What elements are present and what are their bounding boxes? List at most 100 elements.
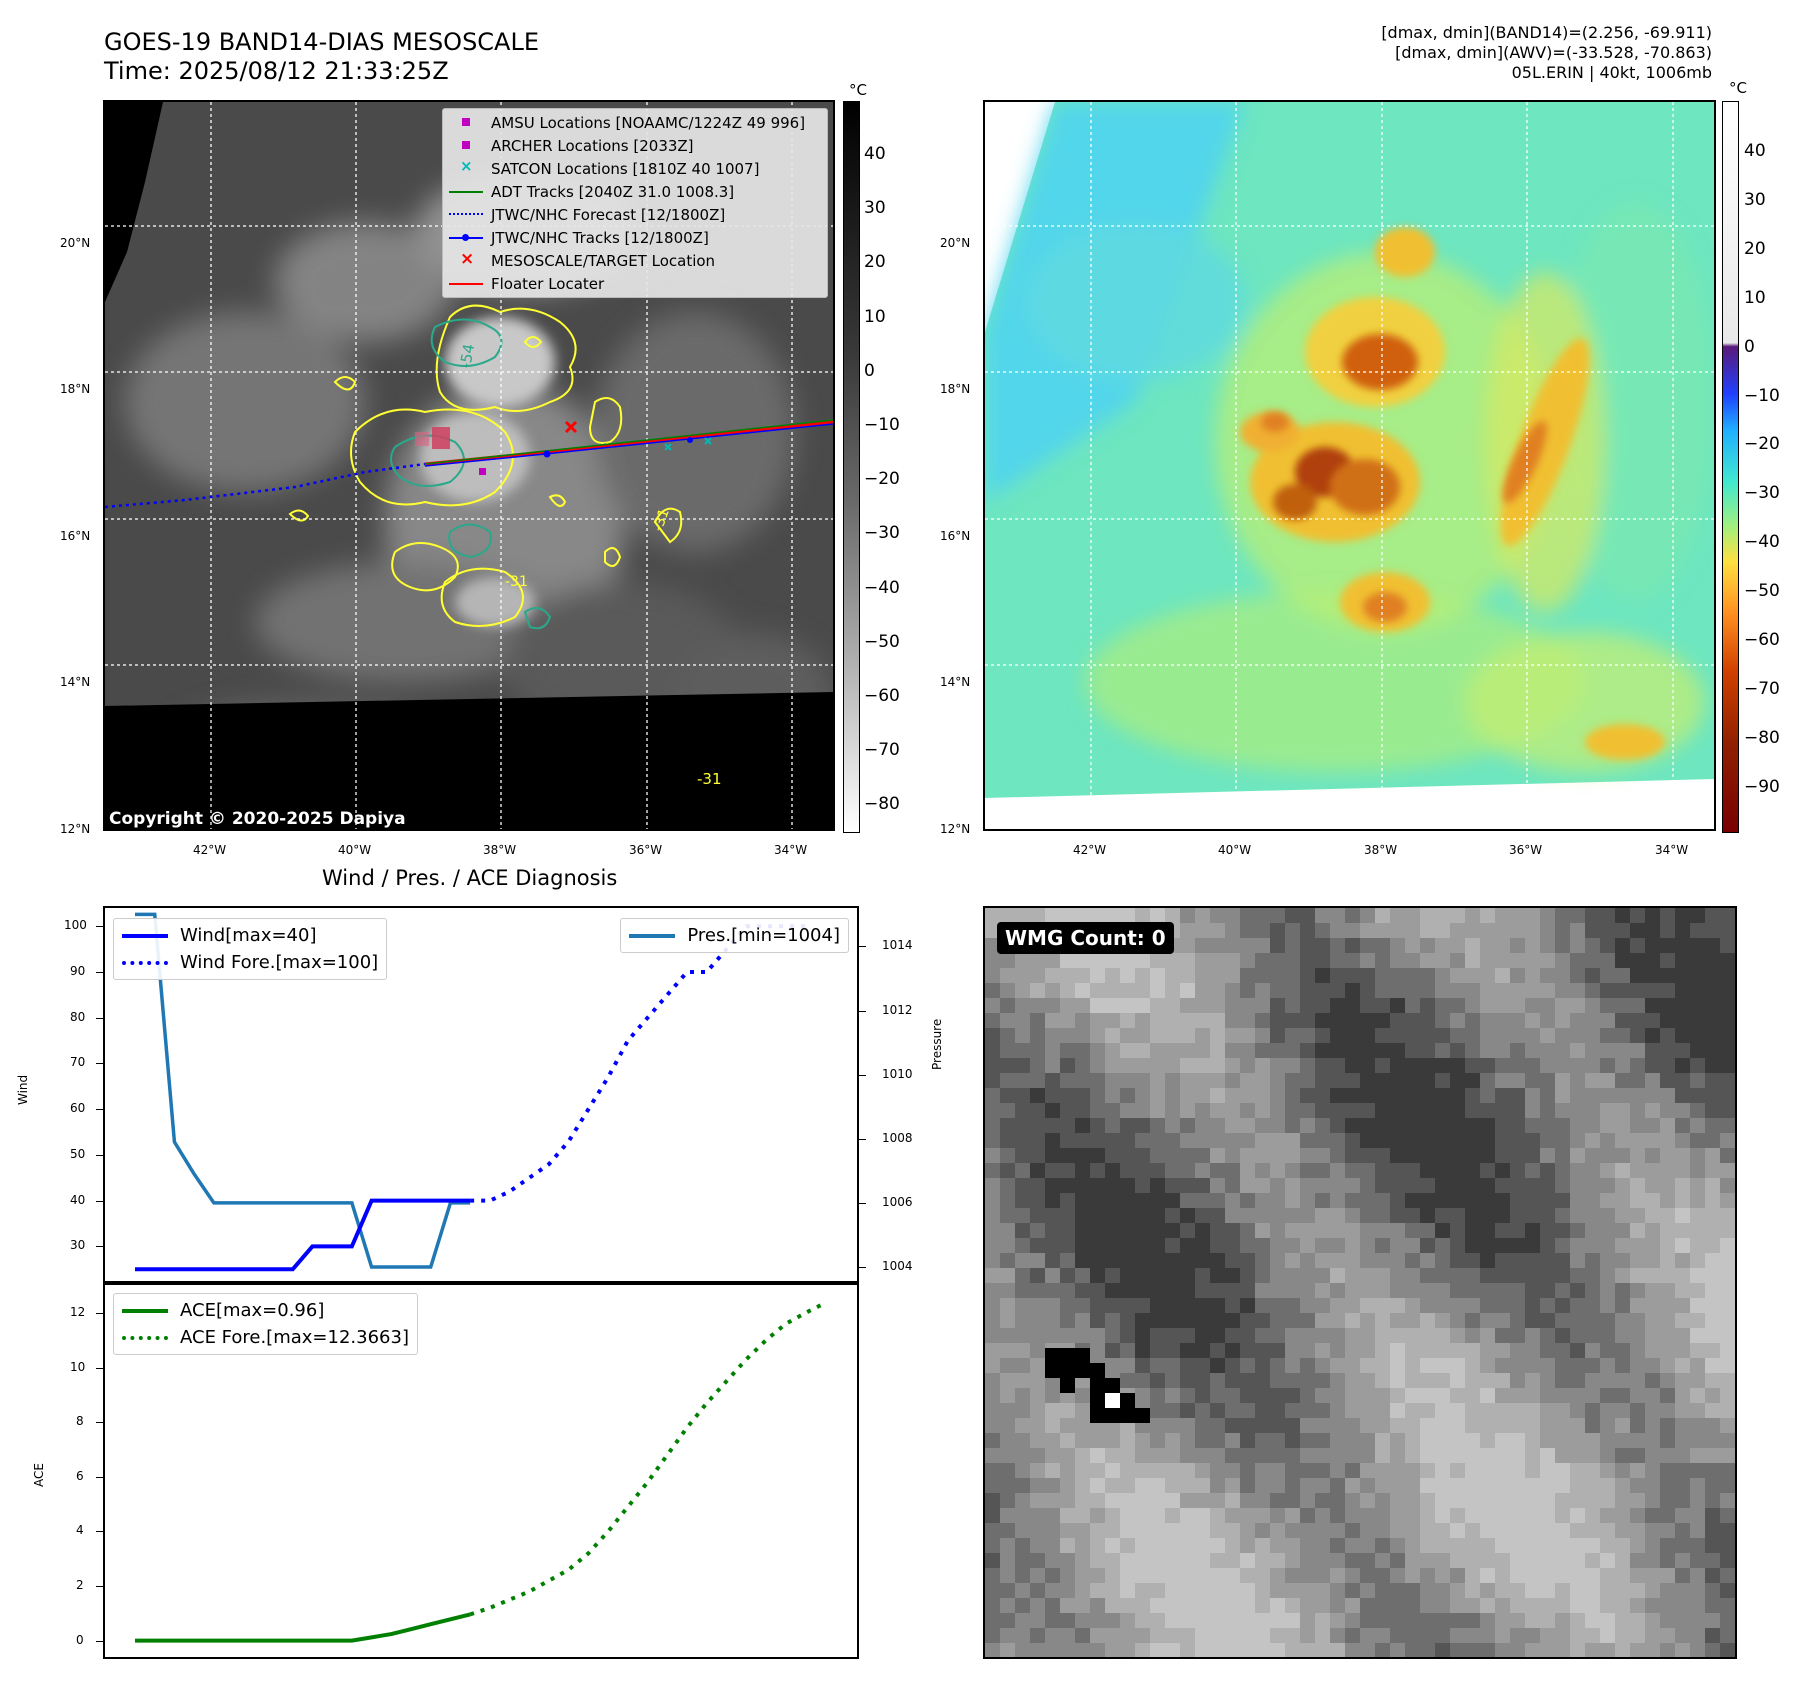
wv-colorbar-tick: −40 (1744, 532, 1780, 553)
ir-colorbar-tick: −60 (864, 686, 900, 706)
wv-colorbar-tick: −10 (1744, 385, 1780, 406)
lat-tick: 16°N (940, 529, 971, 543)
ace-tick-mark (96, 1313, 103, 1315)
wind-tick: 50 (70, 1146, 86, 1161)
ace-tick: 2 (76, 1578, 84, 1593)
lon-tick: 38°W (1364, 843, 1398, 857)
legend-item: JTWC/NHC Tracks [12/1800Z] (443, 226, 827, 249)
map-legend: AMSU Locations [NOAAMC/1224Z 49 996] ARC… (442, 108, 828, 298)
wv-colorbar-tick: 0 (1744, 336, 1755, 357)
lat-tick: 16°N (60, 529, 91, 543)
pressure-tick-mark (859, 1074, 866, 1076)
wv-colorbar-tick: 40 (1744, 141, 1766, 161)
lat-tick: 18°N (60, 382, 91, 396)
wind-tick-mark (96, 1154, 103, 1156)
pressure-axis-label: Pressure (930, 1018, 944, 1070)
pressure-tick: 1008 (882, 1130, 913, 1145)
wind-axis-label: Wind (16, 1074, 30, 1105)
lat-tick: 12°N (940, 822, 971, 836)
ace-axis-label: ACE (32, 1463, 46, 1487)
legend-item: ARCHER Locations [2033Z] (443, 134, 827, 157)
lon-tick: 36°W (1509, 843, 1543, 857)
legend-item: Floater Locater (443, 272, 827, 295)
wmg-count-label: WMG Count: 0 (997, 922, 1174, 954)
ir-colorbar-tick: −70 (864, 740, 900, 761)
ace-tick: 4 (76, 1523, 84, 1538)
legend-item: ACE Fore.[max=12.3663] (122, 1324, 409, 1351)
ir-colorbar (843, 101, 860, 833)
wind-tick-mark (96, 1109, 103, 1111)
legend-item: ACE[max=0.96] (122, 1297, 409, 1324)
diagnosis-title: Wind / Pres. / ACE Diagnosis (322, 866, 618, 890)
wmg-pixels (985, 908, 1735, 1657)
pressure-tick-mark (859, 1266, 866, 1268)
pressure-tick-mark (859, 1202, 866, 1204)
ir-colorbar-tick: 30 (864, 198, 886, 219)
wv-colorbar-tick: −80 (1744, 727, 1780, 748)
pressure-tick: 1010 (882, 1066, 913, 1081)
pressure-tick: 1014 (882, 938, 913, 953)
wind-tick-mark (96, 1246, 103, 1248)
ir-colorbar-tick: −80 (864, 794, 900, 815)
wind-tick-mark (96, 1063, 103, 1065)
wv-colorbar-tick: −70 (1744, 678, 1780, 699)
ace-tick-mark (96, 1531, 103, 1533)
legend-item: × MESOSCALE/TARGET Location (460, 249, 716, 270)
wind-tick: 90 (70, 964, 86, 979)
pressure-tick: 1012 (882, 1002, 913, 1017)
contour-label: -31 (697, 770, 722, 788)
wv-colorbar-tick: −60 (1744, 630, 1780, 650)
ace-svg (135, 1301, 826, 1643)
wind-tick: 40 (70, 1192, 86, 1207)
ace-plot: ACE[max=0.96] ACE Fore.[max=12.3663] (103, 1281, 859, 1659)
ace-line (135, 1612, 471, 1643)
lon-tick: 42°W (193, 843, 227, 857)
lat-tick: 14°N (60, 675, 91, 689)
wind-tick-mark (96, 1017, 103, 1019)
info-band14: [dmax, dmin](BAND14)=(2.256, -69.911) (1381, 23, 1712, 42)
ir-colorbar-tick: −10 (864, 415, 900, 435)
ace-tick-mark (96, 1367, 103, 1369)
ir-colorbar-tick: −40 (864, 577, 900, 598)
wind-line (135, 1198, 471, 1272)
wv-map-panel (983, 100, 1716, 831)
wind-tick-mark (96, 926, 103, 928)
pressure-legend: Pres.[min=1004] (620, 918, 849, 953)
wv-colorbar-tick: 30 (1744, 189, 1766, 210)
wmg-imagery (985, 908, 1735, 1657)
lon-tick: 40°W (1218, 843, 1252, 857)
copyright-text: Copyright © 2020-2025 Dapiya (109, 809, 406, 829)
legend-item: × SATCON Locations [1810Z 40 1007] (460, 157, 760, 178)
pressure-tick: 1004 (882, 1258, 913, 1273)
legend-item: JTWC/NHC Forecast [12/1800Z] (443, 203, 827, 226)
lon-tick: 36°W (629, 843, 663, 857)
ace-tick: 10 (70, 1359, 86, 1374)
ir-colorbar-unit: °C (849, 81, 867, 99)
lat-tick: 18°N (940, 382, 971, 396)
ir-map-panel: -54 -31 -31 -31 AMSU Locations [NOAAMC/1… (103, 100, 835, 831)
wv-colorbar-tick: 20 (1744, 238, 1766, 259)
wv-colorbar (1722, 101, 1739, 833)
ir-colorbar-tick: −50 (864, 631, 900, 652)
wind-tick: 80 (70, 1009, 86, 1024)
wv-map-imagery (985, 102, 1714, 829)
info-storm: 05L.ERIN | 40kt, 1006mb (1511, 63, 1712, 82)
ace-legend: ACE[max=0.96] ACE Fore.[max=12.3663] (113, 1293, 418, 1355)
ace-tick: 6 (76, 1468, 84, 1483)
legend-item: Wind Fore.[max=100] (122, 949, 378, 976)
wind-tick: 100 (64, 918, 87, 933)
ace-tick: 8 (76, 1414, 84, 1429)
wv-colorbar-tick: −30 (1744, 483, 1780, 504)
wind-pressure-plot: Wind[max=40] Wind Fore.[max=100] Pres.[m… (103, 906, 859, 1285)
wind-forecast-line (470, 924, 806, 1203)
wv-colorbar-tick: −90 (1744, 776, 1780, 797)
lat-tick: 20°N (60, 236, 91, 250)
ir-colorbar-tick: −30 (864, 523, 900, 544)
wmg-warm-spot (1045, 1348, 1150, 1423)
lon-tick: 34°W (1655, 843, 1689, 857)
wind-tick: 70 (70, 1055, 86, 1070)
wv-colorbar-tick: 10 (1744, 287, 1766, 308)
ir-colorbar-tick: 40 (864, 144, 886, 164)
wind-tick: 30 (70, 1238, 86, 1253)
ace-tick-mark (96, 1586, 103, 1588)
